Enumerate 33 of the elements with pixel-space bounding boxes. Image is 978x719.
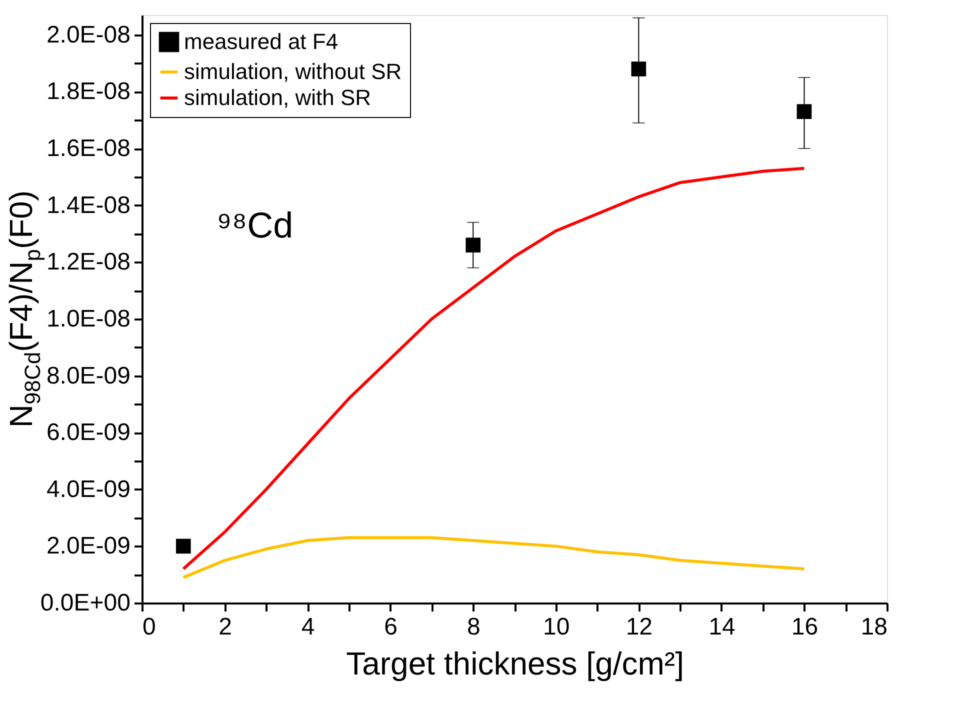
y-axis-title: N98Cd(F4)/Np(F0) [3, 190, 45, 428]
x-tick-label: 6 [384, 614, 398, 640]
y-tick-label: 6.0E-09 [46, 419, 130, 446]
annotation: ⁹⁸Cd [216, 204, 294, 246]
legend-label: measured at F4 [184, 29, 338, 54]
x-tick-label: 8 [466, 614, 480, 640]
x-tick-label: 10 [543, 614, 570, 640]
point [796, 104, 812, 119]
x-tick-label: 14 [708, 614, 736, 640]
y-tick-label: 8.0E-09 [46, 362, 130, 390]
y-tick-label: 1.4E-08 [46, 192, 130, 219]
y-tick-label: 1.2E-08 [46, 248, 130, 276]
y-tick-label: 2.0E-09 [46, 532, 130, 560]
x-tick-label: 12 [626, 614, 653, 640]
point [631, 62, 646, 76]
y-tick-label: 4.0E-09 [46, 476, 130, 503]
line-series [182, 166, 806, 570]
legend-label: simulation, without SR [184, 59, 402, 84]
y-tick-label: 1.6E-08 [46, 135, 130, 162]
y-tick-label: 1.8E-08 [46, 78, 130, 106]
x-tick-label: 2 [218, 614, 232, 640]
x-tick-label: 0 [142, 614, 156, 640]
point [466, 238, 481, 253]
line-series [182, 536, 806, 579]
y-tick-label: 2.0E-08 [46, 21, 130, 48]
point [176, 538, 191, 554]
y-tick-label: 0.0E+00 [40, 590, 130, 616]
legend-label: simulation, with SR [184, 85, 372, 110]
y-tick-label: 1.0E-08 [46, 305, 130, 332]
x-axis-title: Target thickness [g/cm²] [346, 646, 684, 682]
x-tick-label: 4 [301, 614, 315, 640]
x-tick-label: 16 [791, 614, 818, 640]
x-tick-label: 18 [860, 614, 888, 640]
